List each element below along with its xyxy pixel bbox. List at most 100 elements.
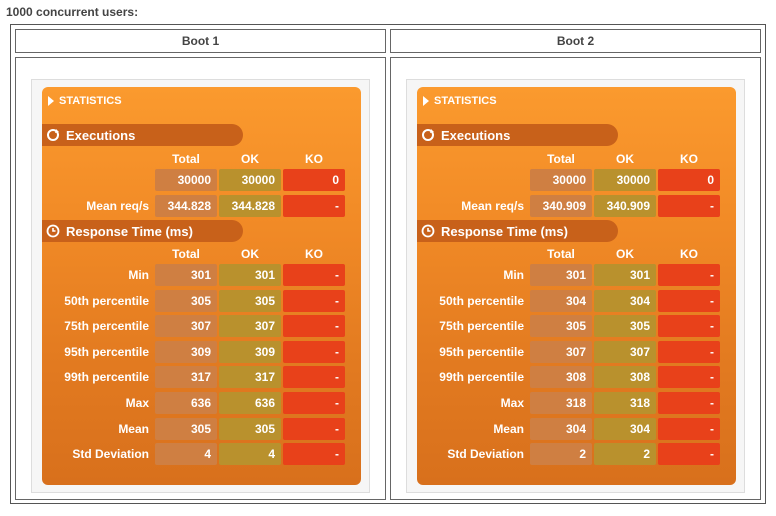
value-ko: - [658, 366, 720, 389]
executions-label: Executions [441, 127, 511, 143]
row-label: 99th percentile [439, 370, 524, 385]
boot-2-cell: STATISTICS Executions Total OK KO 30000 30000 0… [390, 57, 761, 500]
value-ko: - [283, 392, 345, 414]
value-ok: 340.909 [594, 195, 656, 217]
clock-icon [46, 224, 60, 238]
column-header-total: Total [172, 152, 200, 166]
boot-1-cell: STATISTICS Executions Total OK KO 30000 30000 0… [15, 57, 386, 500]
response-time-label: Response Time (ms) [441, 223, 568, 239]
response-time-section-header: Response Time (ms) [417, 220, 618, 242]
value-total: 307 [155, 315, 217, 338]
value-ko: 0 [658, 169, 720, 191]
response-time-label: Response Time (ms) [66, 223, 193, 239]
value-total: 317 [155, 366, 217, 389]
value-ko: 0 [283, 169, 345, 191]
stats-frame: STATISTICS Executions Total OK KO 30000 30000 0… [31, 79, 370, 493]
column-header-ko: KO [680, 247, 698, 261]
value-total: 304 [530, 417, 592, 440]
column-header-ok: OK [616, 152, 634, 166]
row-label [417, 169, 524, 191]
column-header-ok: OK [241, 152, 259, 166]
value-ko: - [658, 417, 720, 440]
page-caption: 1000 concurrent users: [6, 5, 139, 19]
value-ok: 4 [219, 443, 281, 466]
row-label [42, 169, 149, 191]
statistics-panel: STATISTICS Executions Total OK KO 30000 30000 0… [417, 87, 736, 485]
row-label: 50th percentile [439, 293, 524, 308]
value-ko: - [658, 392, 720, 414]
executions-section-header: Executions [417, 124, 618, 146]
value-total: 305 [155, 289, 217, 312]
column-header-total: Total [172, 247, 200, 261]
value-ok: 2 [594, 443, 656, 466]
value-ok: 344.828 [219, 195, 281, 217]
statistics-title: STATISTICS [423, 95, 497, 107]
row-label: Max [500, 396, 524, 410]
value-ok: 308 [594, 366, 656, 389]
value-ko: - [658, 315, 720, 338]
column-header-ok: OK [241, 247, 259, 261]
expand-triangle-icon [423, 96, 429, 106]
column-header-total: Total [547, 247, 575, 261]
value-ok: 307 [594, 340, 656, 363]
row-label: 95th percentile [64, 344, 149, 359]
value-total: 30000 [155, 169, 217, 191]
row-label: Mean req/s [461, 199, 524, 213]
value-total: 301 [530, 264, 592, 286]
value-total: 305 [530, 315, 592, 338]
response-time-section-header: Response Time (ms) [42, 220, 243, 242]
row-label: Min [128, 268, 149, 282]
value-ok: 304 [594, 417, 656, 440]
row-label: 75th percentile [439, 319, 524, 334]
stats-frame: STATISTICS Executions Total OK KO 30000 30000 0… [406, 79, 745, 493]
value-ko: - [658, 264, 720, 286]
value-ok: 305 [594, 315, 656, 338]
comparison-table: Boot 1 Boot 2 STATISTICS Executions Total O… [10, 24, 766, 504]
refresh-icon [422, 129, 434, 141]
row-label: Mean req/s [86, 199, 149, 213]
value-ok: 30000 [594, 169, 656, 191]
value-ko: - [658, 340, 720, 363]
value-ko: - [283, 289, 345, 312]
value-ko: - [658, 289, 720, 312]
value-ok: 636 [219, 392, 281, 414]
refresh-icon [47, 129, 59, 141]
value-ok: 305 [219, 289, 281, 312]
value-total: 636 [155, 392, 217, 414]
value-ko: - [658, 443, 720, 466]
executions-label: Executions [66, 127, 136, 143]
value-ok: 307 [219, 315, 281, 338]
row-label: 95th percentile [439, 344, 524, 359]
column-header-ko: KO [680, 152, 698, 166]
value-total: 344.828 [155, 195, 217, 217]
value-ko: - [283, 417, 345, 440]
executions-section-header: Executions [42, 124, 243, 146]
value-total: 309 [155, 340, 217, 363]
value-ok: 301 [219, 264, 281, 286]
row-label: 50th percentile [64, 293, 149, 308]
value-ko: - [283, 315, 345, 338]
row-label: Mean [118, 421, 149, 436]
value-ok: 30000 [219, 169, 281, 191]
column-header-ko: KO [305, 152, 323, 166]
row-label: 75th percentile [64, 319, 149, 334]
value-ko: - [283, 366, 345, 389]
value-total: 307 [530, 340, 592, 363]
value-total: 318 [530, 392, 592, 414]
clock-icon [421, 224, 435, 238]
statistics-title: STATISTICS [48, 95, 122, 107]
value-ok: 304 [594, 289, 656, 312]
row-label: Min [503, 268, 524, 282]
value-total: 308 [530, 366, 592, 389]
value-ok: 318 [594, 392, 656, 414]
value-ko: - [658, 195, 720, 217]
column-header-ko: KO [305, 247, 323, 261]
statistics-label: STATISTICS [59, 95, 122, 107]
statistics-label: STATISTICS [434, 95, 497, 107]
value-ok: 301 [594, 264, 656, 286]
row-label: Std Deviation [72, 447, 149, 462]
expand-triangle-icon [48, 96, 54, 106]
row-label: Mean [493, 421, 524, 436]
row-label: Std Deviation [447, 447, 524, 462]
value-ok: 309 [219, 340, 281, 363]
